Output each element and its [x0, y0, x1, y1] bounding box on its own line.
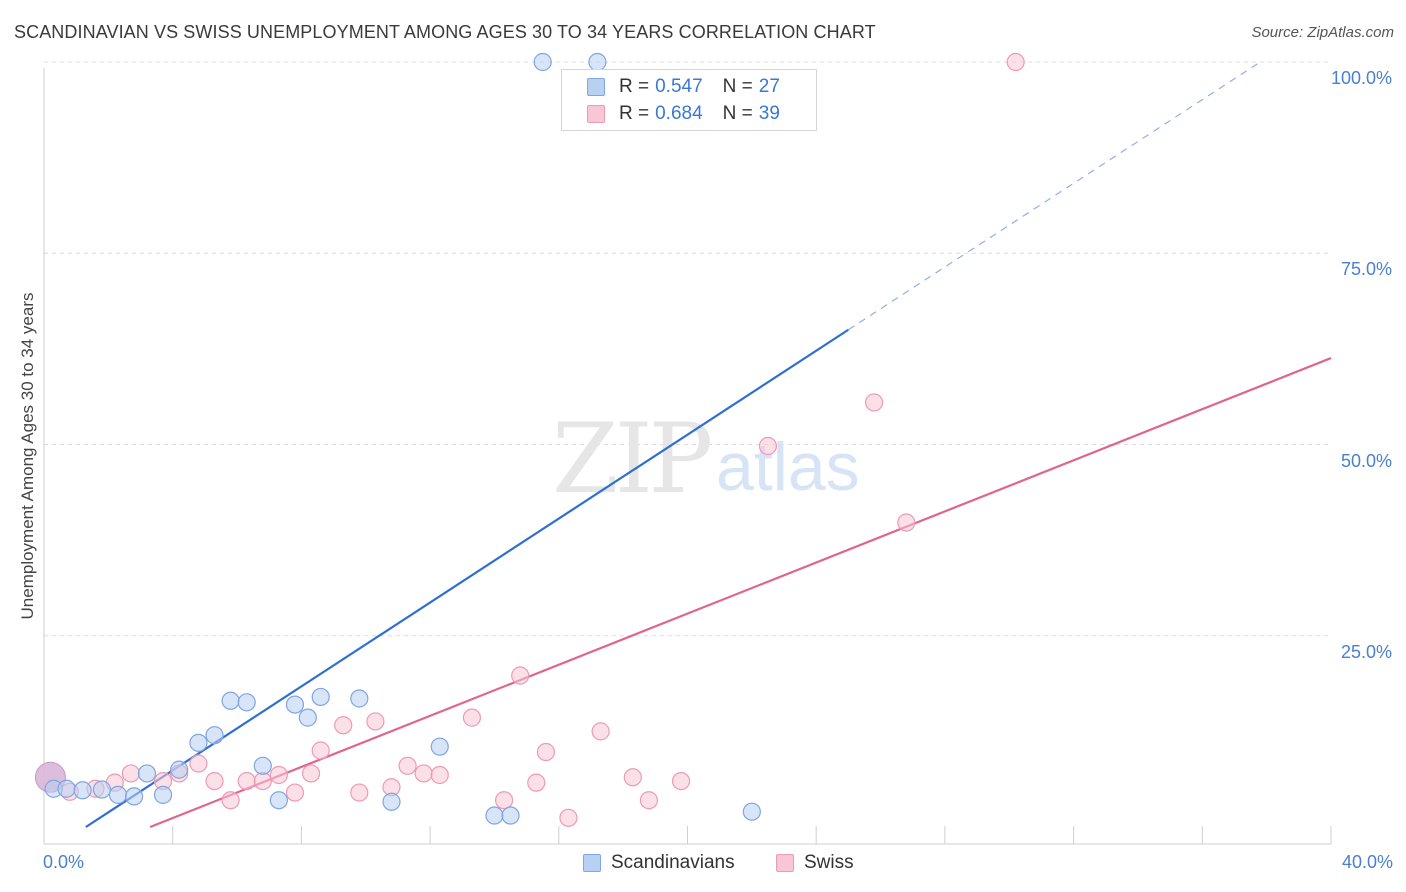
swiss-point	[462, 708, 482, 727]
scandinavian-point	[92, 780, 112, 799]
scandinavian-point	[350, 689, 369, 708]
swiss-point	[237, 771, 256, 791]
swiss-point	[398, 756, 417, 775]
legend-row-scandinavians: R = 0.547 N = 27	[587, 75, 780, 99]
trendline-swiss	[149, 357, 1332, 829]
y-tick-label: 100.0%	[1330, 68, 1392, 88]
swiss-point	[285, 783, 305, 802]
swiss-point	[430, 765, 449, 785]
chart-title: SCANDINAVIAN VS SWISS UNEMPLOYMENT AMONG…	[14, 22, 876, 42]
swiss-point	[311, 741, 330, 760]
data-points	[34, 52, 1025, 827]
legend-n-label: N =	[722, 103, 753, 124]
watermark-atlas: atlas	[716, 429, 860, 505]
scandinavian-point	[382, 792, 401, 811]
swiss-point	[189, 754, 208, 773]
scandinavian-point	[170, 760, 189, 779]
scandinavian-point	[298, 708, 317, 727]
legend-n-label: N =	[722, 76, 753, 97]
swiss-point	[559, 808, 578, 827]
swiss-point	[758, 436, 778, 456]
legend-n-value: 39	[758, 103, 780, 124]
swiss-point	[511, 666, 530, 685]
scandinavian-point	[253, 756, 272, 775]
swiss-point	[269, 765, 288, 785]
swiss-point	[301, 764, 321, 783]
source-label: Source: ZipAtlas.com	[1251, 24, 1394, 41]
legend-r-value: 0.547	[655, 76, 703, 97]
swiss-point	[1006, 52, 1025, 72]
scandinavian-point	[137, 764, 157, 783]
y-axis-label: Unemployment Among Ages 30 to 34 years	[18, 292, 37, 620]
swiss-point	[205, 771, 224, 791]
swiss-point	[221, 791, 240, 810]
legend-n-value: 27	[758, 76, 780, 97]
scandinavian-point	[57, 779, 76, 798]
legend-swatch-blue	[587, 78, 605, 96]
series-legend: Scandinavians Swiss	[0, 852, 1406, 878]
scandinavian-point	[73, 781, 92, 800]
scandinavian-point	[485, 806, 504, 825]
watermark: ZIP atlas	[552, 403, 860, 515]
legend-label-swiss: Swiss	[804, 852, 854, 873]
scandinavian-point	[269, 791, 288, 810]
scandinavian-point	[108, 785, 128, 804]
scandinavian-point	[205, 726, 224, 745]
swiss-point	[495, 791, 514, 810]
trendline-scandinavians	[85, 328, 849, 828]
scandinavian-point	[311, 687, 330, 707]
swiss-point	[334, 716, 353, 735]
scandinavian-point	[189, 733, 208, 752]
swiss-point	[671, 771, 691, 791]
legend-swatch-pink	[587, 105, 605, 123]
scandinavian-point	[153, 785, 173, 804]
axes	[43, 68, 1332, 845]
watermark-zip: ZIP	[552, 403, 711, 515]
swiss-point	[350, 783, 369, 802]
grid	[44, 61, 1331, 637]
swiss-point	[366, 712, 385, 731]
swiss-point	[414, 764, 433, 783]
swiss-point	[897, 513, 916, 532]
y-tick-label: 75.0%	[1340, 259, 1392, 280]
swiss-point	[639, 791, 658, 810]
trendline-extension-scandinavians	[848, 61, 1261, 331]
legend-swatch-blue	[583, 854, 601, 872]
legend-item-swiss[interactable]: Swiss	[776, 852, 854, 874]
x-tick-max: 40.0%	[1341, 852, 1393, 872]
legend-row-swiss: R = 0.684 N = 39	[587, 102, 780, 126]
legend-r-value: 0.684	[655, 103, 703, 124]
scandinavian-point	[742, 802, 761, 821]
scandinavian-point	[237, 693, 256, 712]
swiss-point	[591, 722, 610, 741]
swiss-point	[623, 768, 642, 787]
scandinavian-point	[501, 806, 520, 825]
swiss-point	[527, 773, 546, 792]
correlation-legend: R = 0.547 N = 27 R = 0.684 N = 39	[561, 69, 817, 131]
x-tick-min: 0.0%	[43, 852, 85, 872]
scandinavian-point	[124, 787, 144, 806]
scandinavian-point	[588, 52, 607, 72]
legend-r-label: R =	[619, 76, 650, 97]
scandinavian-point	[533, 52, 552, 72]
swiss-point	[536, 742, 556, 762]
swiss-point	[121, 764, 140, 783]
scandinavian-point	[221, 691, 240, 710]
legend-r-label: R =	[619, 103, 650, 124]
swiss-point	[865, 393, 884, 412]
legend-item-scandinavians[interactable]: Scandinavians	[583, 852, 735, 874]
legend-label-scandinavians: Scandinavians	[611, 852, 735, 873]
y-tick-label: 25.0%	[1340, 641, 1392, 662]
legend-swatch-pink	[776, 854, 794, 872]
scandinavian-point	[285, 695, 305, 714]
y-tick-label: 50.0%	[1340, 450, 1392, 471]
swiss-point	[253, 771, 272, 791]
scandinavian-point	[430, 737, 449, 756]
